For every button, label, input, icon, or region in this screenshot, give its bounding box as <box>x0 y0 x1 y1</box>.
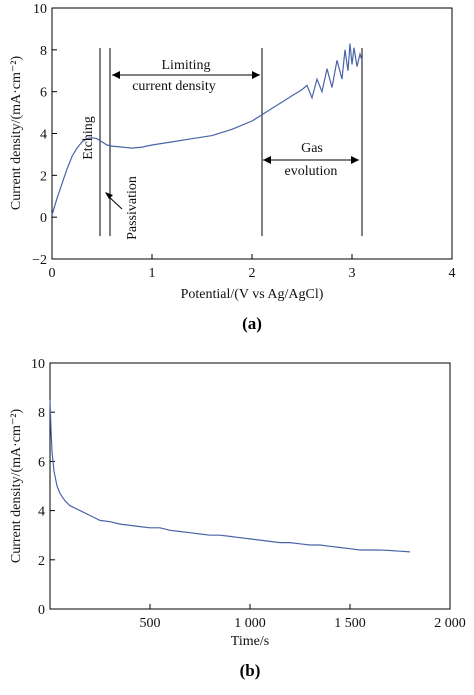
limiting-arrow-head-left <box>112 71 120 79</box>
xtick-label: 1 <box>149 266 156 281</box>
ylabel-a: Current density/(mA·cm⁻²) <box>9 56 24 211</box>
series-a-line <box>51 43 363 216</box>
xlabel-b: Time/s <box>231 634 269 649</box>
annotation-gas-1: Gas <box>301 141 323 156</box>
ytick-label: 6 <box>38 455 45 470</box>
ytick-label: 8 <box>38 406 45 421</box>
passivation-arrow-head <box>105 192 113 199</box>
ytick-label: 6 <box>40 86 47 101</box>
gas-arrow-head-left <box>263 156 271 164</box>
panel-label-b: (b) <box>240 661 261 680</box>
ytick-label: −2 <box>32 253 47 268</box>
ytick-label: 8 <box>40 44 47 59</box>
xtick-label: 1 000 <box>234 616 266 631</box>
xtick-label: 3 <box>349 266 356 281</box>
xlabel-a: Potential/(V vs Ag/AgCl) <box>181 287 324 302</box>
gas-arrow-head-right <box>351 156 359 164</box>
annotation-limiting-1: Limiting <box>162 58 211 73</box>
ytick-label: 0 <box>38 603 45 618</box>
xtick-label: 4 <box>449 266 456 281</box>
ylabel-b: Current density/(mA·cm⁻²) <box>9 409 24 564</box>
ytick-label: 2 <box>38 554 45 569</box>
xtick-label: 500 <box>140 616 161 631</box>
xtick-label: 2 000 <box>434 616 466 631</box>
ytick-label: 4 <box>40 128 47 143</box>
xtick-label: 1 500 <box>334 616 366 631</box>
xtick-label: 2 <box>249 266 256 281</box>
panel-b: 0 2 4 6 8 10 500 1 000 1 500 2 000 Current densi… <box>9 357 466 680</box>
annotation-passivation: Passivation <box>125 176 140 240</box>
panel-label-a: (a) <box>242 314 262 333</box>
xtick-label: 0 <box>49 266 56 281</box>
plot-b-frame <box>49 362 451 610</box>
annotation-gas-2: evolution <box>285 164 338 179</box>
plot-a-frame <box>51 7 453 260</box>
ytick-label: 0 <box>40 211 47 226</box>
limiting-arrow-head-right <box>252 71 260 79</box>
series-b-line <box>49 399 411 553</box>
ytick-label: 4 <box>38 505 45 520</box>
annotation-etching: Etching <box>81 116 96 160</box>
annotation-limiting-2: current density <box>132 79 216 94</box>
ytick-label: 10 <box>33 2 47 17</box>
ytick-label: 10 <box>31 357 45 372</box>
ytick-label: 2 <box>40 169 47 184</box>
